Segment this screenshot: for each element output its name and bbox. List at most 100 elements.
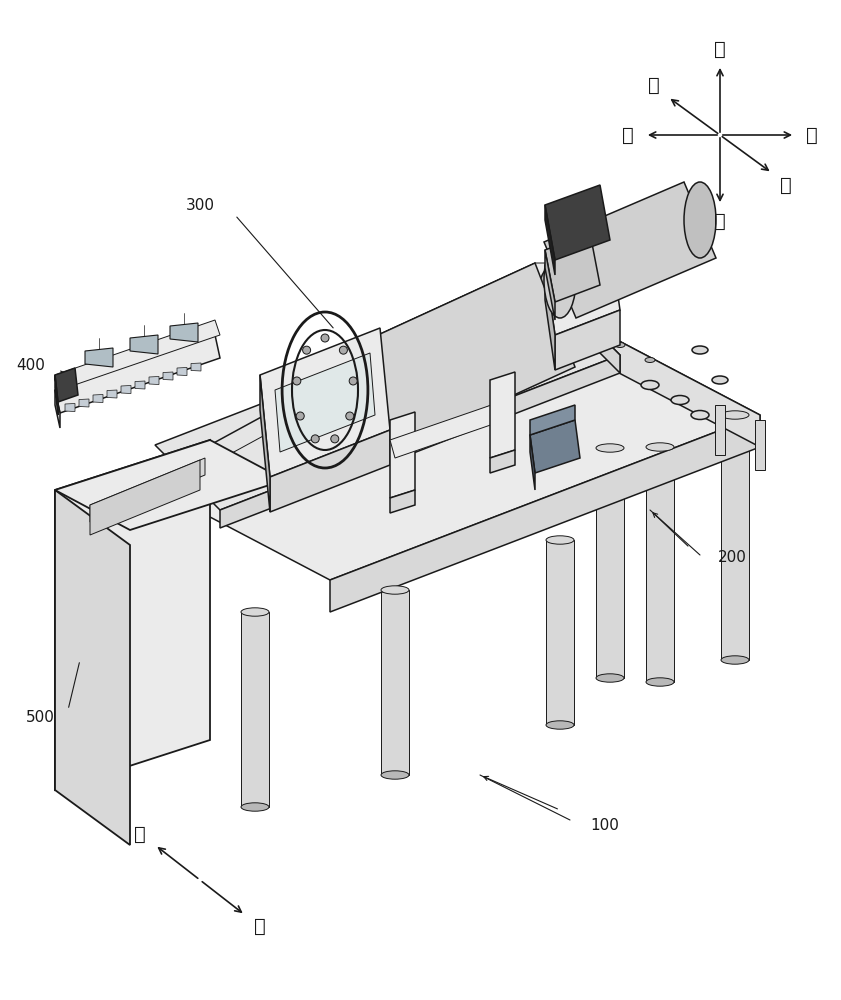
Ellipse shape <box>331 435 339 443</box>
Polygon shape <box>90 458 205 522</box>
Ellipse shape <box>293 377 301 385</box>
Polygon shape <box>55 320 220 390</box>
Text: 100: 100 <box>590 818 619 832</box>
Ellipse shape <box>295 373 335 477</box>
Polygon shape <box>163 372 173 380</box>
Ellipse shape <box>615 342 625 348</box>
Text: 左: 左 <box>622 125 634 144</box>
Polygon shape <box>191 363 201 371</box>
Polygon shape <box>715 405 725 455</box>
Ellipse shape <box>641 380 659 389</box>
Text: 前: 前 <box>780 176 792 194</box>
Polygon shape <box>135 381 145 389</box>
Polygon shape <box>721 415 749 660</box>
Ellipse shape <box>712 376 728 384</box>
Polygon shape <box>260 375 270 512</box>
Ellipse shape <box>546 536 574 544</box>
Polygon shape <box>149 376 159 384</box>
Ellipse shape <box>381 586 409 594</box>
Polygon shape <box>85 348 113 367</box>
Polygon shape <box>55 368 78 402</box>
Polygon shape <box>596 448 624 678</box>
Ellipse shape <box>684 182 716 258</box>
Ellipse shape <box>721 656 749 664</box>
Polygon shape <box>55 440 210 790</box>
Ellipse shape <box>544 242 576 318</box>
Text: 200: 200 <box>718 550 747 566</box>
Ellipse shape <box>340 346 347 354</box>
Ellipse shape <box>646 443 674 451</box>
Ellipse shape <box>311 435 320 443</box>
Polygon shape <box>390 490 415 513</box>
Text: 后: 后 <box>134 824 145 844</box>
Ellipse shape <box>596 444 624 452</box>
Ellipse shape <box>671 395 689 404</box>
Polygon shape <box>530 420 580 473</box>
Ellipse shape <box>296 412 304 420</box>
Polygon shape <box>330 415 760 612</box>
Polygon shape <box>275 353 375 452</box>
Polygon shape <box>555 310 620 370</box>
Ellipse shape <box>241 803 269 811</box>
Text: 后: 后 <box>648 76 660 95</box>
Polygon shape <box>545 250 555 320</box>
Polygon shape <box>130 335 158 354</box>
Ellipse shape <box>241 608 269 616</box>
Polygon shape <box>755 420 765 470</box>
Polygon shape <box>545 265 555 370</box>
Polygon shape <box>490 450 515 473</box>
Polygon shape <box>295 352 575 462</box>
Polygon shape <box>79 399 89 407</box>
Polygon shape <box>295 263 575 477</box>
Polygon shape <box>270 430 390 512</box>
Polygon shape <box>107 390 117 398</box>
Polygon shape <box>130 310 760 580</box>
Polygon shape <box>155 290 620 510</box>
Text: 300: 300 <box>186 198 215 213</box>
Ellipse shape <box>535 263 575 367</box>
Text: 下: 下 <box>714 212 726 231</box>
Ellipse shape <box>596 674 624 682</box>
Polygon shape <box>295 263 535 477</box>
Text: 右: 右 <box>807 125 818 144</box>
Polygon shape <box>390 412 415 498</box>
Polygon shape <box>545 233 600 302</box>
Polygon shape <box>93 394 103 402</box>
Ellipse shape <box>321 334 329 342</box>
Polygon shape <box>295 263 575 373</box>
Polygon shape <box>381 590 409 775</box>
Polygon shape <box>55 440 285 530</box>
Ellipse shape <box>303 346 310 354</box>
Polygon shape <box>490 372 515 458</box>
Polygon shape <box>646 447 674 682</box>
Text: 前: 前 <box>254 916 266 936</box>
Ellipse shape <box>646 678 674 686</box>
Polygon shape <box>260 328 390 477</box>
Ellipse shape <box>546 721 574 729</box>
Ellipse shape <box>346 412 354 420</box>
Polygon shape <box>65 403 75 412</box>
Ellipse shape <box>295 373 335 477</box>
Ellipse shape <box>691 410 709 420</box>
Polygon shape <box>545 205 555 275</box>
Polygon shape <box>55 335 220 413</box>
Text: 500: 500 <box>26 710 55 726</box>
Ellipse shape <box>692 346 708 354</box>
Polygon shape <box>544 182 716 318</box>
Polygon shape <box>390 402 505 458</box>
Polygon shape <box>90 460 200 535</box>
Polygon shape <box>555 290 620 373</box>
Ellipse shape <box>721 411 749 419</box>
Text: 400: 400 <box>16 358 45 372</box>
Polygon shape <box>170 323 198 342</box>
Polygon shape <box>121 385 131 393</box>
Polygon shape <box>55 375 58 415</box>
Polygon shape <box>530 405 575 435</box>
Polygon shape <box>241 612 269 807</box>
Ellipse shape <box>349 377 357 385</box>
Polygon shape <box>545 240 620 335</box>
Polygon shape <box>177 367 187 375</box>
Polygon shape <box>55 390 60 428</box>
Polygon shape <box>55 490 130 845</box>
Polygon shape <box>546 540 574 725</box>
